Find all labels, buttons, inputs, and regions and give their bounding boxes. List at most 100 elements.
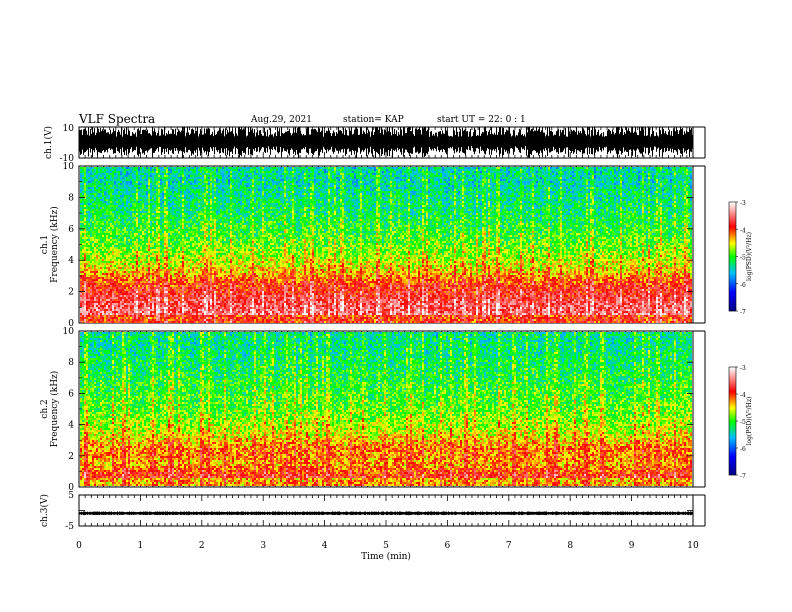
ch1-spec-cell [118,311,120,313]
ch1-spec-cell [172,221,174,223]
ch1-spec-cell [138,307,140,309]
ch1-spec-cell [144,273,146,275]
ch1-spec-cell [96,255,98,257]
ch1-spec-cell [106,235,108,237]
ch1-spec-cell [142,261,144,263]
ch1-spec-cell [128,321,130,323]
ch1-spec-cell [146,227,148,229]
ch1-spec-cell [176,261,178,263]
ch1-spec-cell [114,263,116,265]
ch1-spec-cell [180,177,182,179]
ch1-spec-cell [122,319,124,321]
ch1-spec-cell [150,263,152,265]
ch1-spec-cell [144,239,146,241]
ch1-spec-cell [126,283,128,285]
ch1-spec-cell [88,189,90,191]
ch1-spec-cell [130,203,132,205]
ch1-spec-cell [148,305,150,307]
ch1-spec-cell [98,259,100,261]
ch1-spec-cell [104,195,106,197]
ch1-spec-cell [142,221,144,223]
ch1-spec-cell [108,173,110,175]
ch1-spec-cell [118,259,120,261]
ch1-spec-cell [144,221,146,223]
ch1-spec-cell [140,257,142,259]
ch1-spec-cell [110,295,112,297]
ch1-spec-cell [104,173,106,175]
ch1-spec-cell [124,175,126,177]
ch1-spec-cell [176,255,178,257]
ch1-spec-cell [122,173,124,175]
ch1-spec-cell [94,207,96,209]
ch1-spec-cell [110,181,112,183]
ch1-spec-cell [90,255,92,257]
ch1-spec-cell [126,251,128,253]
ch1-spec-cell [148,175,150,177]
ch1-spec-cell [152,285,154,287]
ch1-spec-cell [92,315,94,317]
ch1-spec-cell [94,309,96,311]
ch1-spec-cell [82,233,84,235]
ch1-spec-cell [156,295,158,297]
ch1-spec-cell [106,197,108,199]
ch1-spec-cell [122,177,124,179]
ch1-spec-cell [144,245,146,247]
ch1-spec-cell [136,191,138,193]
ch1-spec-cell [142,279,144,281]
ch1-spec-cell [84,219,86,221]
ch1-spec-cell [140,183,142,185]
ch1-spec-cell [126,167,128,169]
ch1-spec-cell [136,177,138,179]
ch1-spec-cell [138,287,140,289]
ch1-spec-cell [116,193,118,195]
ch1-spec-cell [174,173,176,175]
ch1-spec-cell [96,197,98,199]
ch1-spec-cell [132,259,134,261]
ch1-spec-cell [140,211,142,213]
ch1-spec-cell [126,285,128,287]
ch1-spec-cell [116,171,118,173]
ch1-spec-cell [160,309,162,311]
ch1-spec-cell [124,293,126,295]
ch1-spec-cell [130,237,132,239]
ch1-spec-cell [122,225,124,227]
ch1-spec-cell [162,167,164,169]
ch1-spec-cell [90,269,92,271]
ch1-spec-cell [112,241,114,243]
ch1-spec-cell [176,217,178,219]
ch1-spec-cell [140,199,142,201]
ch1-spec-cell [180,181,182,183]
ch1-spec-cell [130,311,132,313]
ch1-spec-cell [144,227,146,229]
ch1-spec-cell [102,247,104,249]
ch1-spec-cell [114,169,116,171]
ch1-spec-cell [110,265,112,267]
ch1-spec-cell [106,275,108,277]
ch1-spec-cell [116,241,118,243]
ch1-spec-cell [156,285,158,287]
ch1-spec-cell [128,313,130,315]
ch1-spec-cell [96,177,98,179]
ch1-spec-cell [158,271,160,273]
ch1-spec-cell [176,167,178,169]
ch1-spec-cell [130,241,132,243]
ch1-spec-cell [166,297,168,299]
ch1-spec-cell [118,227,120,229]
ch1-spec-cell [148,309,150,311]
ch1-spec-cell [124,319,126,321]
ch1-spec-cell [174,281,176,283]
ch1-spec-cell [172,209,174,211]
ch1-spec-cell [180,189,182,191]
ch1-spec-cell [128,251,130,253]
ch1-spec-cell [168,243,170,245]
ch1-spec-cell [100,251,102,253]
ch1-spec-cell [108,283,110,285]
ch1-spec-cell [92,297,94,299]
ch1-spec-cell [102,167,104,169]
ch1-spec-cell [96,265,98,267]
ch1-spec-cell [88,275,90,277]
ch1-spec-cell [136,199,138,201]
ch1-spec-cell [128,259,130,261]
ch1-spec-cell [98,279,100,281]
ch1-spec-cell [180,211,182,213]
